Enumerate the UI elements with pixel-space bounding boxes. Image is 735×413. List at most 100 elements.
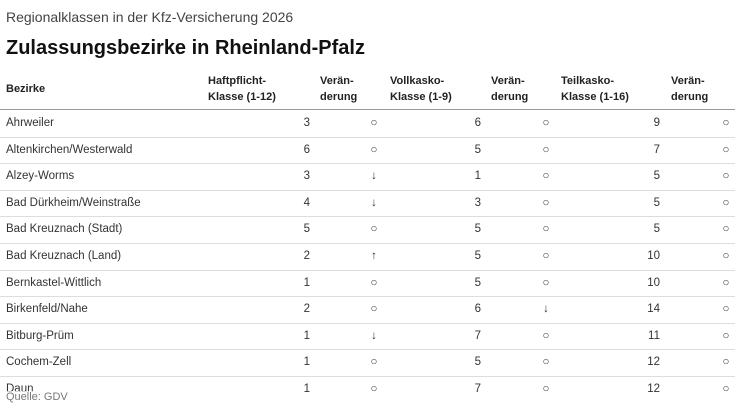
change-symbol: ○ bbox=[542, 143, 550, 156]
change-symbol: ○ bbox=[722, 143, 730, 156]
class-value: 4 bbox=[303, 196, 310, 209]
change-symbol: ↓ bbox=[371, 170, 377, 183]
row-rule bbox=[0, 349, 735, 351]
change-symbol: ○ bbox=[722, 250, 730, 262]
row-rule bbox=[0, 296, 735, 298]
change-symbol: ○ bbox=[542, 329, 550, 342]
kicker: Regionalklassen in der Kfz-Versicherung … bbox=[6, 9, 294, 25]
district: Bernkastel-Wittlich bbox=[6, 276, 102, 289]
class-value: 12 bbox=[647, 383, 660, 393]
row-rule bbox=[0, 269, 735, 271]
change-symbol: ○ bbox=[722, 356, 730, 369]
class-value: 1 bbox=[303, 356, 310, 369]
change-symbol: ○ bbox=[722, 223, 730, 236]
change-symbol: ○ bbox=[370, 303, 378, 316]
class-value: 10 bbox=[647, 276, 660, 289]
class-value: 1 bbox=[303, 276, 310, 289]
class-value: 3 bbox=[474, 196, 481, 209]
class-value: 7 bbox=[653, 143, 660, 156]
table: Bezirke Haftpflicht- Klasse (1-12) Verän- … bbox=[0, 68, 735, 393]
class-value: 6 bbox=[474, 303, 481, 316]
column-header: Vollkasko- Klasse (1-9) bbox=[390, 75, 452, 103]
change-symbol: ○ bbox=[722, 276, 730, 289]
change-symbol: ○ bbox=[542, 196, 550, 209]
column-header: Verän- derung bbox=[491, 75, 529, 103]
row-rule bbox=[0, 322, 735, 324]
change-symbol: ○ bbox=[542, 383, 550, 393]
change-symbol: ○ bbox=[542, 223, 550, 236]
class-value: 5 bbox=[303, 223, 310, 236]
header-rule bbox=[0, 109, 735, 110]
column-header: Haftpflicht- Klasse (1-12) bbox=[208, 75, 276, 103]
row-rule bbox=[0, 189, 735, 191]
row-rule bbox=[0, 243, 735, 244]
class-value: 1 bbox=[474, 170, 481, 183]
source: Quelle: GDV bbox=[6, 391, 68, 403]
column-header: Teilkasko- Klasse (1-16) bbox=[561, 75, 629, 103]
district: Cochem-Zell bbox=[6, 356, 72, 369]
class-value: 6 bbox=[474, 117, 481, 129]
change-symbol: ○ bbox=[370, 276, 378, 289]
class-value: 11 bbox=[648, 329, 660, 342]
change-symbol: ○ bbox=[542, 170, 550, 183]
class-value: 9 bbox=[653, 117, 660, 129]
column-header: Bezirke bbox=[6, 83, 46, 95]
change-symbol: ○ bbox=[722, 329, 730, 342]
title: Zulassungsbezirke in Rheinland-Pfalz bbox=[6, 37, 365, 59]
class-value: 2 bbox=[303, 250, 310, 262]
class-value: 10 bbox=[647, 250, 660, 262]
class-value: 6 bbox=[303, 143, 310, 156]
change-symbol: ↑ bbox=[371, 250, 377, 262]
class-value: 5 bbox=[653, 170, 660, 183]
change-symbol: ○ bbox=[370, 143, 378, 156]
row-rule bbox=[0, 136, 735, 138]
district: Ahrweiler bbox=[6, 117, 54, 129]
district: Daun bbox=[6, 383, 34, 393]
class-value: 1 bbox=[303, 383, 310, 393]
district: Birkenfeld/Nahe bbox=[6, 303, 88, 316]
class-value: 12 bbox=[647, 356, 660, 369]
class-value: 7 bbox=[474, 329, 481, 342]
column-header: Verän- derung bbox=[320, 75, 358, 103]
class-value: 14 bbox=[647, 303, 660, 316]
class-value: 5 bbox=[474, 276, 481, 289]
change-symbol: ○ bbox=[722, 117, 730, 129]
class-value: 7 bbox=[474, 383, 481, 393]
row-rule bbox=[0, 163, 735, 165]
change-symbol: ○ bbox=[542, 250, 550, 262]
change-symbol: ↓ bbox=[371, 196, 377, 209]
class-value: 5 bbox=[653, 223, 660, 236]
class-value: 1 bbox=[303, 329, 310, 342]
change-symbol: ○ bbox=[370, 383, 378, 393]
class-value: 5 bbox=[474, 250, 481, 262]
class-value: 5 bbox=[474, 143, 481, 156]
change-symbol: ○ bbox=[722, 383, 730, 393]
change-symbol: ○ bbox=[542, 276, 550, 289]
class-value: 3 bbox=[303, 117, 310, 129]
district: Bad Kreuznach (Land) bbox=[6, 250, 122, 262]
row-rule bbox=[0, 376, 735, 377]
change-symbol: ○ bbox=[722, 303, 730, 316]
change-symbol: ↓ bbox=[371, 329, 377, 342]
district: Bad Kreuznach (Stadt) bbox=[6, 223, 123, 236]
row-rule bbox=[0, 216, 735, 218]
district: Bitburg-Prüm bbox=[6, 329, 74, 342]
change-symbol: ○ bbox=[722, 170, 730, 183]
class-value: 5 bbox=[474, 223, 481, 236]
class-value: 2 bbox=[303, 303, 310, 316]
change-symbol: ○ bbox=[722, 196, 730, 209]
column-header: Verän- derung bbox=[671, 75, 709, 103]
change-symbol: ○ bbox=[542, 356, 550, 369]
class-value: 5 bbox=[474, 356, 481, 369]
district: Altenkirchen/Westerwald bbox=[6, 143, 133, 156]
change-symbol: ↓ bbox=[543, 303, 549, 316]
district: Bad Dürkheim/Weinstraße bbox=[6, 196, 141, 209]
change-symbol: ○ bbox=[370, 223, 378, 236]
change-symbol: ○ bbox=[370, 117, 378, 129]
class-value: 5 bbox=[653, 196, 660, 209]
district: Alzey-Worms bbox=[6, 170, 75, 183]
class-value: 3 bbox=[303, 170, 310, 183]
change-symbol: ○ bbox=[542, 117, 550, 129]
change-symbol: ○ bbox=[370, 356, 378, 369]
